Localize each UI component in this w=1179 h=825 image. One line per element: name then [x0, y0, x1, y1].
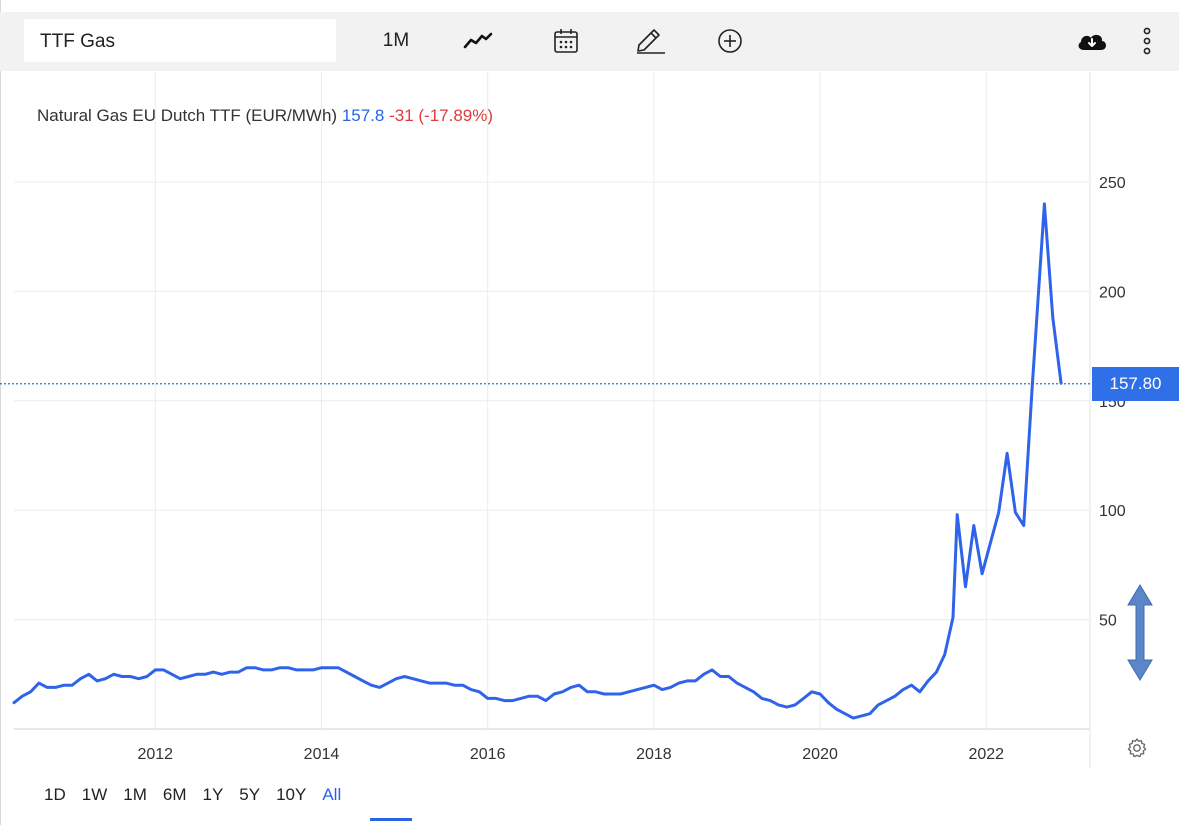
- instrument-name: Natural Gas EU Dutch TTF (EUR/MWh): [37, 106, 338, 125]
- calendar-icon[interactable]: [548, 23, 584, 59]
- scale-arrow-icon[interactable]: [1127, 584, 1153, 681]
- range-button-1w[interactable]: 1W: [81, 785, 108, 804]
- more-vertical-icon[interactable]: [1132, 23, 1162, 59]
- plus-circle-icon[interactable]: [712, 23, 748, 59]
- y-tick-label-100: 100: [1099, 503, 1126, 520]
- gear-icon[interactable]: [1126, 737, 1148, 759]
- period-button[interactable]: 1M: [382, 30, 410, 51]
- cloud-download-icon[interactable]: [1072, 23, 1112, 59]
- x-tick-label-2012: 2012: [137, 746, 173, 763]
- range-button-10y[interactable]: 10Y: [276, 785, 307, 804]
- pencil-icon[interactable]: [630, 23, 670, 59]
- x-tick-label-2022: 2022: [968, 746, 1004, 763]
- x-tick-label-2016: 2016: [470, 746, 506, 763]
- symbol-text: TTF Gas: [40, 31, 115, 52]
- x-tick-label-2014: 2014: [304, 746, 340, 763]
- range-button-1y[interactable]: 1Y: [202, 785, 224, 804]
- range-selector: 1D 1W 1M 6M 1Y 5Y 10Y All: [36, 783, 349, 807]
- y-tick-label-250: 250: [1099, 175, 1126, 192]
- range-button-all[interactable]: All: [322, 785, 342, 804]
- last-price: 157.8: [341, 106, 385, 125]
- range-button-1d[interactable]: 1D: [44, 785, 66, 804]
- x-tick-label-2018: 2018: [636, 746, 672, 763]
- line-chart-icon[interactable]: [460, 23, 496, 59]
- range-button-5y[interactable]: 5Y: [239, 785, 261, 804]
- price-series-line: [12, 202, 1063, 720]
- y-tick-label-50: 50: [1099, 613, 1117, 630]
- chart-title: Natural Gas EU Dutch TTF (EUR/MWh) 157.8…: [37, 106, 493, 126]
- current-price-tag: 157.80: [1092, 366, 1179, 401]
- symbol-input[interactable]: TTF Gas: [24, 19, 336, 62]
- price-change: -31 (-17.89%): [389, 106, 494, 125]
- active-range-underline: [370, 818, 412, 821]
- x-tick-label-2020: 2020: [802, 746, 838, 763]
- range-button-1m[interactable]: 1M: [123, 785, 147, 804]
- y-tick-label-200: 200: [1099, 284, 1126, 301]
- range-button-6m[interactable]: 6M: [162, 785, 187, 804]
